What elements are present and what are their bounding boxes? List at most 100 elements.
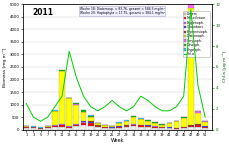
Bar <box>202 128 207 130</box>
Bar <box>159 128 164 130</box>
Bar <box>59 127 65 130</box>
Bar <box>116 126 122 127</box>
Bar <box>187 0 193 8</box>
Bar <box>87 116 93 117</box>
Bar <box>137 118 143 119</box>
Bar <box>180 128 186 130</box>
Bar <box>116 122 122 123</box>
Bar <box>116 123 122 126</box>
Bar <box>194 125 200 127</box>
Bar <box>80 112 86 121</box>
Bar <box>123 125 129 126</box>
Bar <box>109 128 114 130</box>
Bar <box>137 119 143 125</box>
Bar <box>159 124 164 125</box>
Bar <box>87 122 93 123</box>
Bar <box>144 126 150 127</box>
Bar <box>73 125 79 126</box>
Bar <box>180 127 186 128</box>
Bar <box>102 128 107 130</box>
Text: 2011: 2011 <box>32 8 53 17</box>
Bar <box>87 123 93 126</box>
Bar <box>52 127 57 130</box>
Bar <box>87 117 93 121</box>
Bar <box>123 126 129 127</box>
Bar <box>137 125 143 127</box>
Bar <box>38 129 43 130</box>
Bar <box>38 128 43 129</box>
Bar <box>73 126 79 130</box>
Bar <box>45 128 50 130</box>
Bar <box>152 127 157 130</box>
Bar <box>180 118 186 126</box>
Bar <box>159 125 164 127</box>
Bar <box>202 126 207 127</box>
Bar <box>87 115 93 116</box>
Bar <box>52 126 57 127</box>
Bar <box>173 121 179 128</box>
Bar <box>80 122 86 123</box>
Bar <box>152 126 157 127</box>
Bar <box>95 124 100 125</box>
Bar <box>194 111 200 113</box>
Bar <box>152 122 157 123</box>
Bar <box>66 126 72 127</box>
Bar <box>173 128 179 130</box>
Bar <box>130 126 136 130</box>
Bar <box>144 127 150 130</box>
Bar <box>187 8 193 125</box>
Bar <box>123 120 129 121</box>
Bar <box>187 127 193 130</box>
Bar <box>166 128 172 130</box>
Bar <box>144 120 150 121</box>
Bar <box>87 126 93 130</box>
Bar <box>80 123 86 125</box>
Y-axis label: Chl.a [µg m⁻³]: Chl.a [µg m⁻³] <box>222 52 226 82</box>
Bar <box>109 127 114 128</box>
Y-axis label: Biomass [mg m⁻³]: Biomass [mg m⁻³] <box>3 47 7 87</box>
Bar <box>187 125 193 126</box>
Bar <box>59 70 65 71</box>
Bar <box>202 127 207 128</box>
Bar <box>30 127 36 128</box>
Bar <box>130 116 136 117</box>
Bar <box>45 127 50 128</box>
Bar <box>202 122 207 126</box>
Text: Woche 18: Diatomosp. = 83.76, gesamt = 584.3 mg/m³
Woche 20: Haptophyta = 17.75,: Woche 18: Diatomosp. = 83.76, gesamt = 5… <box>79 7 164 15</box>
Bar <box>59 125 65 127</box>
Bar <box>59 71 65 124</box>
Bar <box>180 117 186 118</box>
Bar <box>73 124 79 125</box>
Bar <box>144 121 150 125</box>
Bar <box>23 126 29 127</box>
Bar <box>87 121 93 122</box>
Bar <box>59 124 65 125</box>
Bar <box>116 127 122 128</box>
X-axis label: Week: Week <box>110 138 124 143</box>
Bar <box>130 125 136 126</box>
Bar <box>45 126 50 127</box>
Bar <box>73 103 79 104</box>
Bar <box>66 128 72 130</box>
Bar <box>137 127 143 130</box>
Bar <box>144 125 150 126</box>
Bar <box>95 126 100 127</box>
Bar <box>166 123 172 127</box>
Bar <box>159 127 164 128</box>
Bar <box>73 105 79 124</box>
Bar <box>123 127 129 130</box>
Bar <box>180 126 186 127</box>
Bar <box>95 127 100 130</box>
Bar <box>187 126 193 127</box>
Bar <box>73 104 79 105</box>
Bar <box>194 113 200 125</box>
Bar <box>109 126 114 127</box>
Bar <box>123 121 129 125</box>
Bar <box>80 125 86 130</box>
Bar <box>152 123 157 126</box>
Bar <box>102 127 107 128</box>
Bar <box>30 128 36 130</box>
Bar <box>202 121 207 122</box>
Bar <box>194 127 200 130</box>
Bar <box>130 117 136 124</box>
